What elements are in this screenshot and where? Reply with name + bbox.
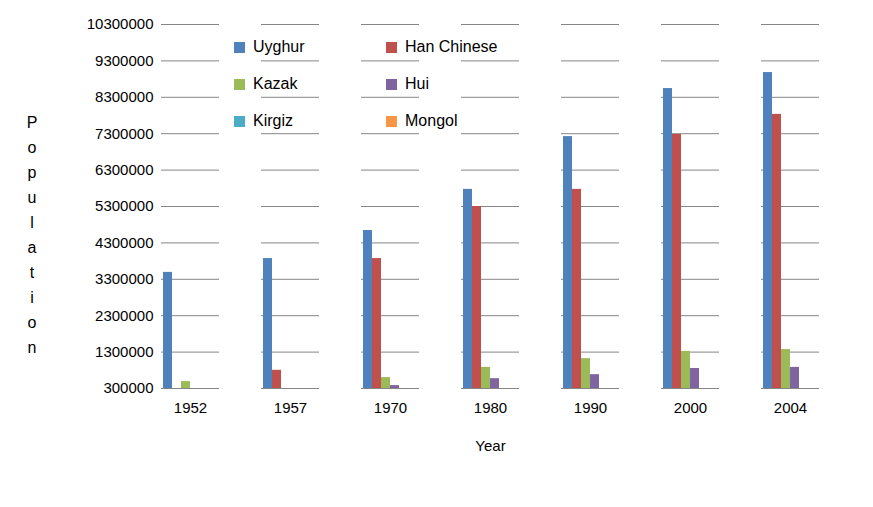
svg-text:3300000: 3300000 (95, 270, 153, 287)
html-text:n: n (27, 339, 37, 356)
html-text:u: u (27, 189, 37, 206)
svg-text:1980: 1980 (474, 399, 507, 416)
html-text:Uyghur: Uyghur (253, 38, 305, 55)
svg-text:2004: 2004 (774, 399, 807, 416)
svg-text:1957: 1957 (274, 399, 307, 416)
html-text:p: p (27, 164, 37, 181)
svg-text:1970: 1970 (374, 399, 407, 416)
svg-text:10300000: 10300000 (87, 15, 154, 32)
html-text:o: o (27, 139, 37, 156)
svg-text:1990: 1990 (574, 399, 607, 416)
html-text:t: t (29, 264, 35, 281)
html-text:P: P (26, 114, 38, 131)
html-text:l: l (30, 214, 34, 231)
svg-text:9300000: 9300000 (95, 52, 153, 69)
svg-text:2300000: 2300000 (95, 307, 153, 324)
html-text:o: o (27, 314, 37, 331)
html-text:Han Chinese: Han Chinese (405, 38, 498, 55)
html-text:Hui: Hui (405, 75, 429, 92)
html-text:Kirgiz: Kirgiz (253, 112, 293, 129)
svg-text:5300000: 5300000 (95, 197, 153, 214)
svg-text:Year: Year (475, 437, 505, 454)
html-text:Kazak: Kazak (253, 75, 298, 92)
svg-text:1300000: 1300000 (95, 343, 153, 360)
svg-text:300000: 300000 (103, 379, 153, 396)
html-text:Mongol: Mongol (405, 112, 458, 129)
html-text:i: i (30, 289, 34, 306)
svg-text:1952: 1952 (174, 399, 207, 416)
svg-text:6300000: 6300000 (95, 161, 153, 178)
svg-text:4300000: 4300000 (95, 234, 153, 251)
svg-text:7300000: 7300000 (95, 125, 153, 142)
svg-text:2000: 2000 (674, 399, 707, 416)
svg-text:8300000: 8300000 (95, 88, 153, 105)
html-text:a: a (27, 239, 37, 256)
